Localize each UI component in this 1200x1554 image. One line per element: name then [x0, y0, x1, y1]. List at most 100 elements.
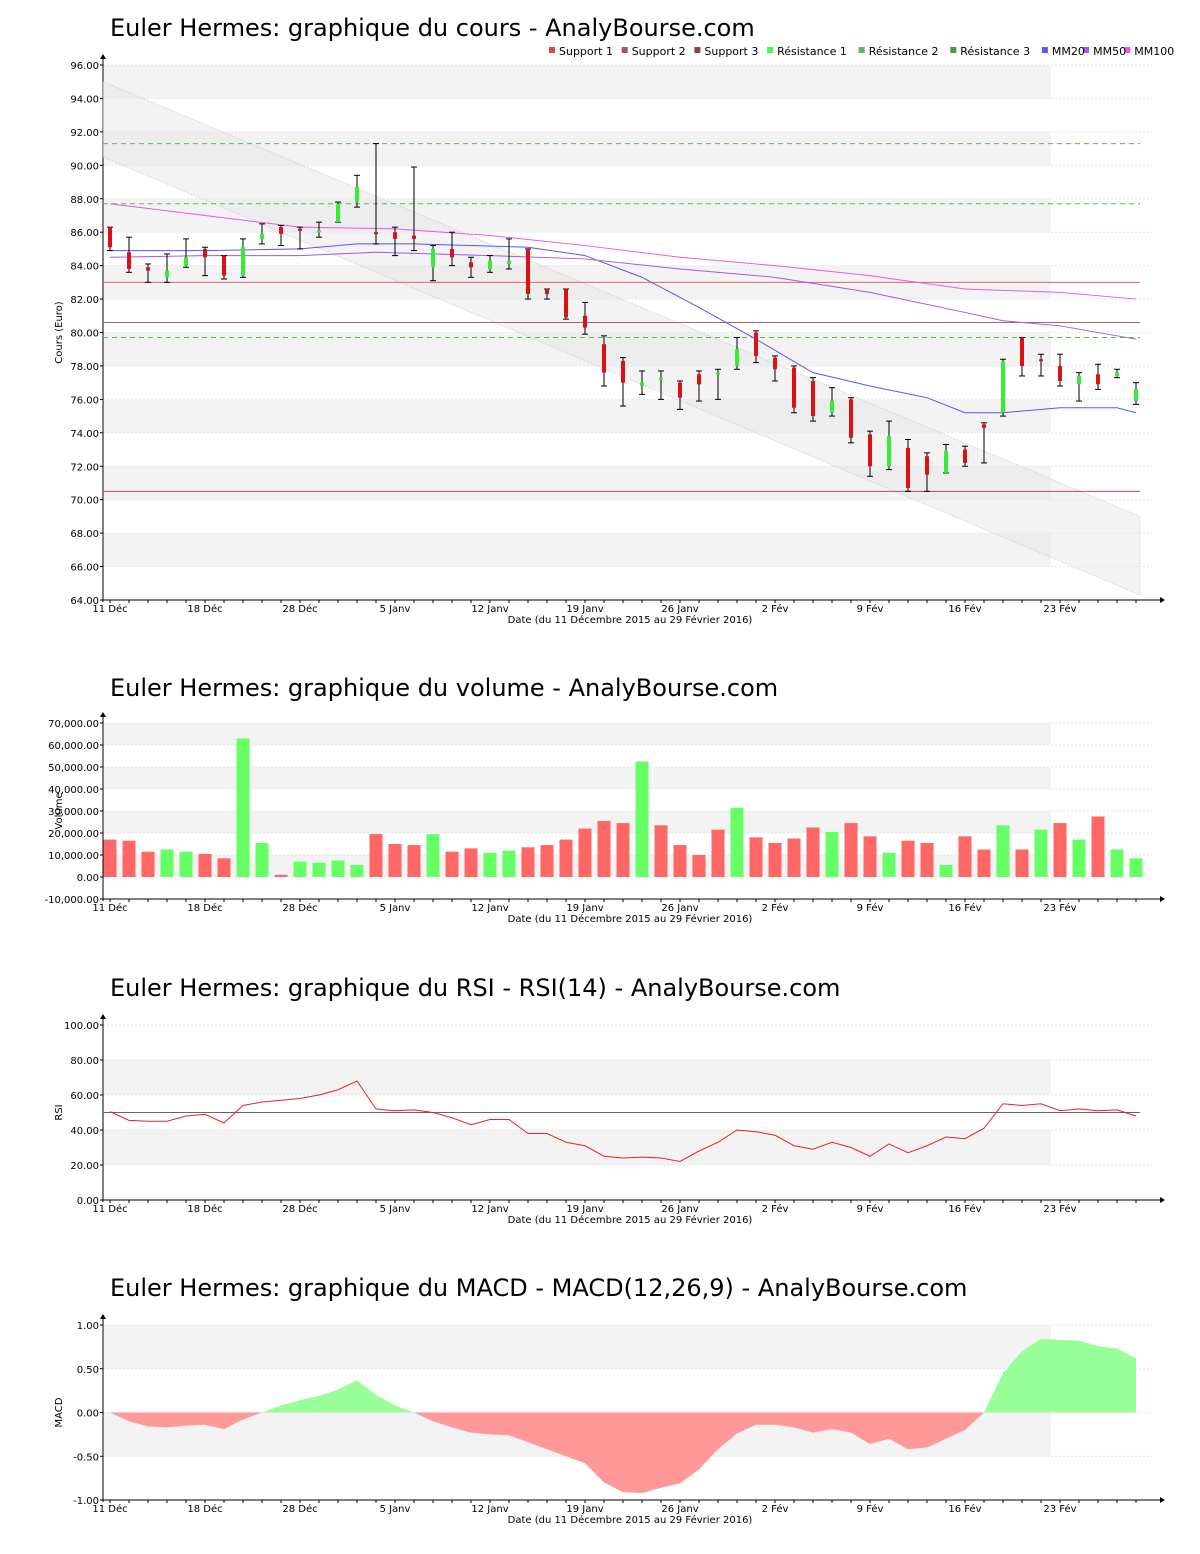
volume-bar: [141, 851, 155, 877]
volume-bar: [711, 829, 725, 877]
price-y-axis-arrow: [100, 54, 106, 59]
candle-body: [944, 451, 948, 473]
volume-bar: [1015, 849, 1029, 877]
volume-y-tick-label: 20,000.00: [48, 829, 99, 840]
volume-bar: [616, 823, 630, 877]
volume-y-tick-label: 10,000.00: [48, 851, 99, 862]
macd-x-tick-label: 9 Fév: [857, 1503, 884, 1515]
macd-y-tick-label: -0.50: [73, 1452, 99, 1463]
volume-y-tick-label: 0.00: [77, 873, 99, 884]
volume-panel: [100, 712, 1165, 902]
candle-body: [279, 227, 283, 234]
rsi-y-axis-arrow: [100, 1014, 106, 1019]
price-grid-band: [104, 65, 1051, 99]
candle-body: [393, 232, 397, 239]
price-x-tick-label: 26 Janv: [661, 604, 698, 615]
macd-x-tick-label: 2 Fév: [762, 1503, 789, 1515]
candle-body: [545, 289, 549, 295]
volume-bar: [882, 852, 896, 877]
volume-bar: [1110, 849, 1124, 877]
candle-body: [735, 349, 739, 366]
rsi-x-axis-label: Date (du 11 Décembre 2015 au 29 Février …: [508, 1214, 753, 1226]
volume-bar: [426, 834, 440, 877]
candle-body: [526, 248, 530, 295]
price-y-tick-label: 80.00: [70, 329, 99, 340]
legend-label: Support 1: [559, 45, 613, 58]
price-y-tick-label: 72.00: [70, 462, 99, 473]
price-y-tick-label: 76.00: [70, 395, 99, 406]
price-y-tick-label: 96.00: [70, 61, 99, 72]
volume-bar: [1053, 823, 1067, 877]
candle-body: [431, 248, 435, 268]
candle-body: [906, 447, 910, 488]
candle-body: [488, 260, 492, 269]
candle-body: [412, 235, 416, 239]
price-y-tick-label: 94.00: [70, 94, 99, 105]
macd-x-tick-label: 18 Déc: [187, 1503, 222, 1515]
macd-y-tick-label: 0.00: [77, 1409, 99, 1420]
volume-bar: [502, 850, 516, 877]
volume-bar: [521, 847, 535, 877]
candle-body: [982, 424, 986, 428]
volume-bar: [749, 837, 763, 877]
rsi-x-tick-label: 16 Fév: [948, 1203, 981, 1215]
macd-x-tick-label: 28 Déc: [282, 1503, 317, 1515]
legend-swatch: [767, 47, 774, 53]
candle-body: [1077, 375, 1081, 385]
volume-bar: [1129, 858, 1143, 877]
volume-x-tick-label: 26 Janv: [661, 903, 698, 914]
candle-body: [583, 315, 587, 328]
candle-body: [469, 262, 473, 268]
trend-channel: [102, 81, 1141, 596]
volume-x-tick-label: 23 Fév: [1043, 902, 1076, 914]
legend-label: Support 2: [632, 45, 686, 58]
candle-body: [963, 449, 967, 463]
price-x-tick-label: 11 Déc: [92, 603, 127, 615]
price-y-tick-label: 78.00: [70, 362, 99, 373]
volume-bar: [578, 828, 592, 877]
volume-title: Euler Hermes: graphique du volume - Anal…: [110, 674, 778, 702]
price-y-tick-label: 84.00: [70, 262, 99, 273]
volume-bar: [996, 825, 1010, 877]
volume-y-axis-label: Volume: [54, 792, 65, 829]
price-y-axis-label: Cours (Euro): [54, 301, 65, 364]
candle-body: [336, 203, 340, 223]
rsi-line: [109, 1080, 1137, 1163]
price-panel: [100, 47, 1165, 603]
volume-bar: [730, 807, 744, 877]
volume-bar: [1091, 816, 1105, 877]
price-x-tick-label: 19 Janv: [566, 604, 603, 615]
price-y-tick-label: 74.00: [70, 429, 99, 440]
candle-body: [222, 255, 226, 276]
macd-x-tick-label: 12 Janv: [471, 1504, 508, 1515]
candle-body: [1134, 389, 1138, 402]
volume-bar: [160, 849, 174, 877]
legend-label: Résistance 1: [777, 45, 847, 58]
price-x-tick-label: 16 Fév: [948, 603, 981, 615]
volume-bar: [654, 825, 668, 877]
price-y-tick-label: 86.00: [70, 228, 99, 239]
volume-bar: [255, 842, 269, 877]
candle-body: [507, 260, 511, 264]
macd-y-axis-label: MACD: [54, 1397, 65, 1427]
legend-swatch: [621, 47, 628, 53]
volume-bar: [331, 860, 345, 877]
volume-bar: [198, 853, 212, 877]
candle-body: [811, 380, 815, 417]
volume-grid-band: [104, 723, 1051, 745]
legend-label: Résistance 3: [960, 45, 1030, 58]
volume-x-tick-label: 18 Déc: [187, 902, 222, 914]
legend-swatch: [858, 47, 865, 53]
volume-bar: [673, 845, 687, 877]
rsi-x-tick-label: 28 Déc: [282, 1203, 317, 1215]
rsi-y-tick-label: 60.00: [70, 1091, 99, 1102]
macd-grid-band: [104, 1325, 1051, 1369]
price-x-axis-arrow: [1160, 597, 1165, 603]
macd-x-tick-label: 26 Janv: [661, 1504, 698, 1515]
rsi-panel: [100, 1014, 1165, 1203]
volume-y-tick-label: 60,000.00: [48, 741, 99, 752]
candle-body: [203, 248, 207, 258]
legend-swatch: [694, 47, 701, 53]
price-y-tick-label: 90.00: [70, 161, 99, 172]
legend-swatch: [1041, 47, 1048, 53]
